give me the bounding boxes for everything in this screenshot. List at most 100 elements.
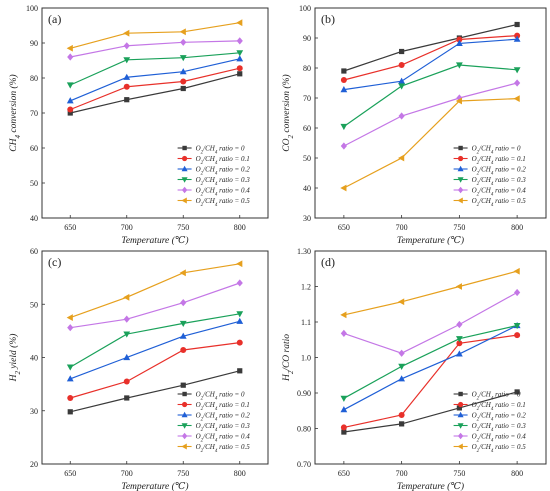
data-point [123, 73, 131, 80]
data-point [514, 389, 520, 395]
data-point [67, 409, 73, 415]
legend-marker [457, 423, 464, 429]
legend-entry: O2/CH4 ratio = 0.4 [472, 187, 527, 198]
data-point [67, 53, 74, 61]
series-line [343, 35, 518, 81]
chart-panel-1: 40 50 60 70 80 90 100 650 700 750 800 Temperature (… [8, 4, 269, 246]
series-line [70, 67, 240, 111]
legend-entry: O2/CH4 ratio = 0.3 [472, 422, 527, 433]
y-tick-label: 30 [30, 407, 38, 416]
data-point [340, 329, 347, 337]
series-4 [67, 279, 243, 332]
panel-label: (b) [321, 12, 335, 26]
x-tick-label: 750 [453, 223, 465, 232]
legend-marker [457, 165, 464, 172]
series-2 [66, 55, 244, 104]
data-point [123, 353, 131, 361]
series-line [343, 64, 518, 127]
data-point [123, 29, 130, 37]
x-tick-label: 800 [511, 223, 523, 232]
data-point [67, 106, 74, 113]
data-point [398, 363, 406, 370]
data-point [340, 86, 348, 93]
y-tick-label: 1.2 [301, 283, 311, 292]
data-point [398, 412, 405, 419]
y-tick-label: 0.70 [297, 460, 311, 469]
x-tick-label: 700 [396, 469, 408, 478]
legend-marker [182, 155, 188, 162]
data-point [398, 154, 405, 162]
legend: O2/CH4 ratio = 0O2/CH4 ratio = 0.1 O2/CH4… [453, 391, 527, 454]
legend-entry: O2/CH4 ratio = 0.2 [196, 166, 251, 177]
series-0 [67, 368, 243, 415]
data-point [123, 83, 130, 90]
data-point [513, 95, 520, 102]
data-point [180, 347, 187, 354]
data-point [123, 57, 131, 64]
data-point [455, 350, 463, 357]
legend-entry: O2/CH4 ratio = 0.3 [472, 176, 527, 187]
x-tick-label: 650 [64, 223, 76, 232]
data-point [340, 406, 348, 413]
data-point [513, 322, 521, 330]
y-tick-label: 0.90 [297, 389, 311, 398]
data-point [236, 339, 243, 346]
series-0 [341, 21, 520, 74]
legend-marker [181, 411, 188, 418]
series-3 [66, 311, 244, 371]
legend-entry: O2/CH4 ratio = 0 [196, 145, 245, 156]
y-tick-label: 40 [30, 354, 38, 363]
x-tick-label: 750 [177, 223, 189, 232]
series-line [343, 324, 518, 399]
panel-label: (a) [48, 12, 61, 26]
data-point [398, 112, 405, 120]
y-tick-label: 0.80 [297, 425, 311, 434]
y-tick-label: 60 [30, 247, 38, 256]
data-point [514, 79, 521, 87]
y-axis-title: CO2 conversion (%) [281, 74, 295, 151]
data-point [236, 317, 244, 324]
chart-panel-2: 30 40 50 60 70 80 90 100 650 700 750 800 Temperature… [281, 4, 547, 246]
y-tick-label: 20 [30, 460, 38, 469]
series-0 [67, 71, 243, 116]
legend-entry: O2/CH4 ratio = 0.1 [472, 401, 526, 412]
data-point [236, 65, 243, 72]
series-2 [66, 317, 244, 382]
legend-entry: O2/CH4 ratio = 0.3 [196, 176, 251, 187]
data-point [179, 55, 187, 62]
series-1 [67, 339, 243, 401]
series-1 [67, 65, 243, 113]
legend-marker [182, 145, 187, 151]
x-tick-label: 650 [338, 469, 350, 478]
x-axis-title: Temperature (℃) [121, 481, 188, 491]
data-point [398, 298, 405, 306]
legend-marker [457, 177, 464, 183]
x-tick-label: 750 [177, 469, 189, 478]
series-line [343, 391, 518, 433]
series-line [70, 342, 240, 399]
x-axis-title: Temperature (℃) [397, 235, 464, 246]
y-tick-label: 100 [26, 4, 38, 13]
chart-panel-3: 20 30 40 50 60 650 700 750 800 Temperature (℃) H2 … [8, 247, 269, 491]
series-5 [66, 19, 243, 52]
series-line [343, 23, 518, 72]
legend-entry: O2/CH4 ratio = 0 [472, 391, 521, 402]
data-point [123, 315, 130, 323]
data-point [398, 375, 406, 382]
series-4 [67, 37, 243, 61]
series-line [343, 270, 518, 316]
data-point [66, 375, 74, 382]
series-5 [340, 95, 520, 192]
data-point [340, 424, 347, 431]
legend-entry: O2/CH4 ratio = 0.5 [472, 443, 527, 454]
legend-entry: O2/CH4 ratio = 0.4 [196, 433, 251, 444]
y-tick-label: 1.0 [301, 354, 311, 363]
legend-entry: O2/CH4 ratio = 0.4 [196, 187, 251, 198]
series-line [343, 334, 518, 428]
series-line [343, 324, 518, 411]
data-point [456, 340, 463, 347]
series-line [70, 282, 240, 329]
series-3 [340, 322, 521, 402]
series-5 [340, 267, 520, 319]
data-point [456, 320, 463, 329]
